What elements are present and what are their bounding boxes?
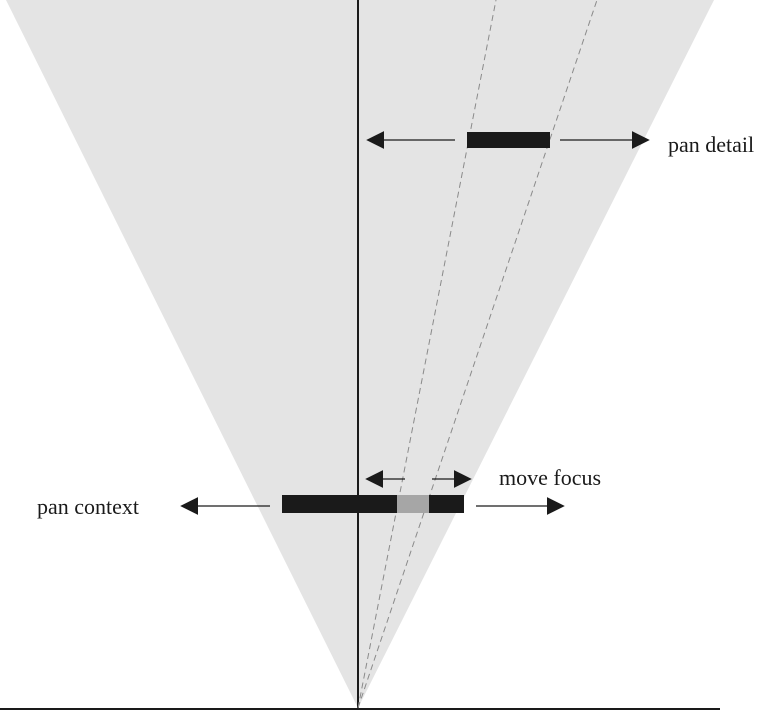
move-focus-label: move focus bbox=[499, 465, 601, 490]
context-bar bbox=[282, 495, 464, 513]
detail-bar bbox=[467, 132, 550, 148]
pan-detail-label: pan detail bbox=[668, 132, 754, 157]
focus-highlight bbox=[397, 495, 429, 513]
focus-ray-right bbox=[357, 0, 598, 709]
viewing-cone bbox=[6, 0, 714, 708]
pan-context-label: pan context bbox=[37, 494, 139, 519]
focus-ray-left bbox=[357, 0, 497, 709]
